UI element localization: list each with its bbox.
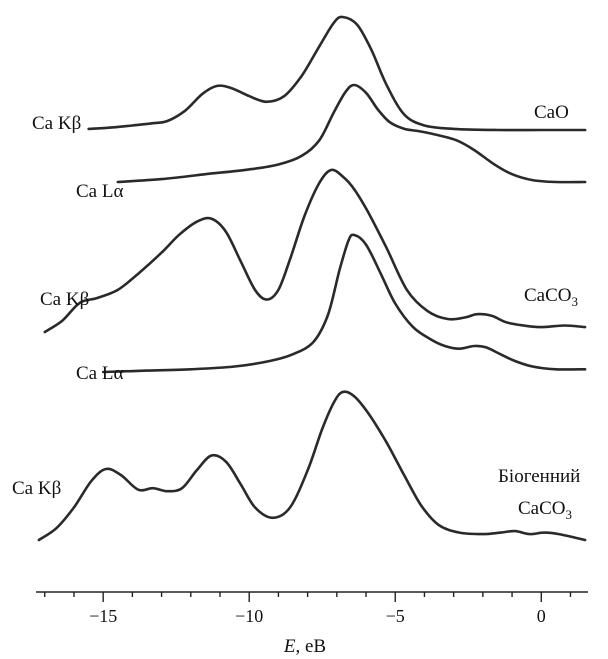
spectra-curves	[37, 15, 587, 542]
label-biogenic-caco3: CaCO3	[518, 498, 572, 522]
x-tick-label: −15	[89, 606, 117, 626]
label-cao: CaO	[534, 102, 569, 123]
label-ca-lalpha-caco3: Ca Lα	[76, 363, 123, 384]
x-axis-ticks: −15 −10 −5 0	[44, 592, 572, 626]
label-ca-lalpha-cao: Ca Lα	[76, 181, 123, 202]
curve-ca-lalpha-caco3	[101, 233, 587, 374]
label-biogenic: Біогенний	[498, 466, 580, 487]
curve-ca-kbeta-cao	[87, 15, 587, 132]
subscript-3: 3	[566, 507, 573, 522]
x-tick-label: −10	[235, 606, 263, 626]
subscript-3: 3	[572, 294, 579, 309]
x-axis-title: E, eB	[283, 636, 326, 657]
label-ca-kbeta-caco3: Ca Kβ	[40, 289, 89, 310]
curve-ca-kbeta-caco3	[43, 168, 587, 334]
label-caco3: CaCO3	[524, 285, 578, 309]
label-ca-kbeta-cao: Ca Kβ	[32, 113, 81, 134]
label-ca-kbeta-biogenic: Ca Kβ	[12, 478, 61, 499]
curve-ca-kbeta-biogenic	[37, 390, 587, 542]
x-tick-label: 0	[537, 606, 546, 626]
curve-ca-lalpha-cao	[116, 83, 587, 184]
x-tick-label: −5	[386, 606, 405, 626]
